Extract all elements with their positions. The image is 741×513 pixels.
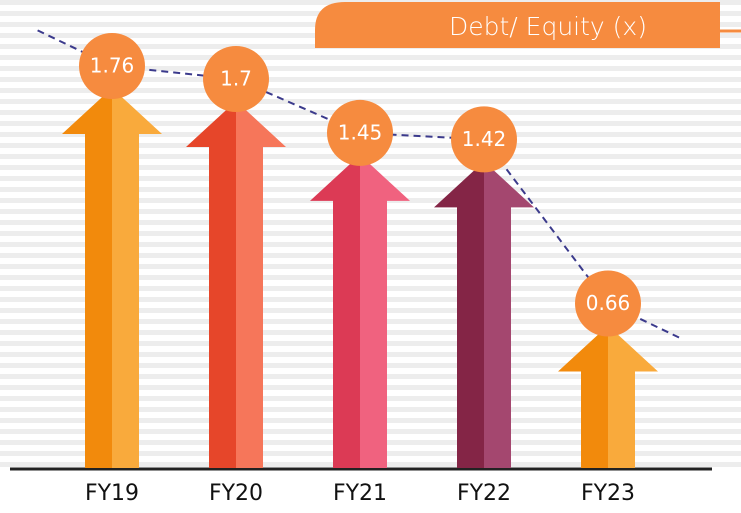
value-badge bbox=[203, 45, 269, 112]
chart-title: Debt/ Equity (x) bbox=[449, 12, 647, 41]
value-label: 1.76 bbox=[90, 54, 135, 78]
value-label: 1.7 bbox=[220, 66, 252, 90]
x-tick-label: FY22 bbox=[457, 481, 511, 506]
x-tick-label: FY21 bbox=[333, 481, 387, 506]
arrow-left bbox=[434, 161, 484, 468]
title-tab bbox=[315, 2, 720, 48]
value-badge bbox=[327, 99, 393, 166]
x-tick-label: FY23 bbox=[581, 481, 635, 506]
value-badge bbox=[451, 106, 517, 173]
x-tick-label: FY19 bbox=[85, 481, 139, 506]
arrow-right bbox=[360, 154, 410, 468]
arrow-left bbox=[310, 154, 360, 468]
arrow-right bbox=[112, 88, 162, 468]
arrow-right bbox=[236, 100, 286, 469]
value-label: 0.66 bbox=[586, 291, 631, 315]
arrow-left bbox=[62, 88, 112, 468]
arrow-right bbox=[484, 161, 534, 468]
arrow-left bbox=[186, 100, 236, 469]
arrow-left bbox=[558, 325, 608, 468]
x-tick-label: FY20 bbox=[209, 481, 263, 506]
value-badge bbox=[575, 270, 641, 337]
arrow-right bbox=[608, 325, 658, 468]
value-label: 1.45 bbox=[338, 120, 383, 144]
value-badge bbox=[79, 33, 145, 99]
value-label: 1.42 bbox=[462, 127, 507, 151]
